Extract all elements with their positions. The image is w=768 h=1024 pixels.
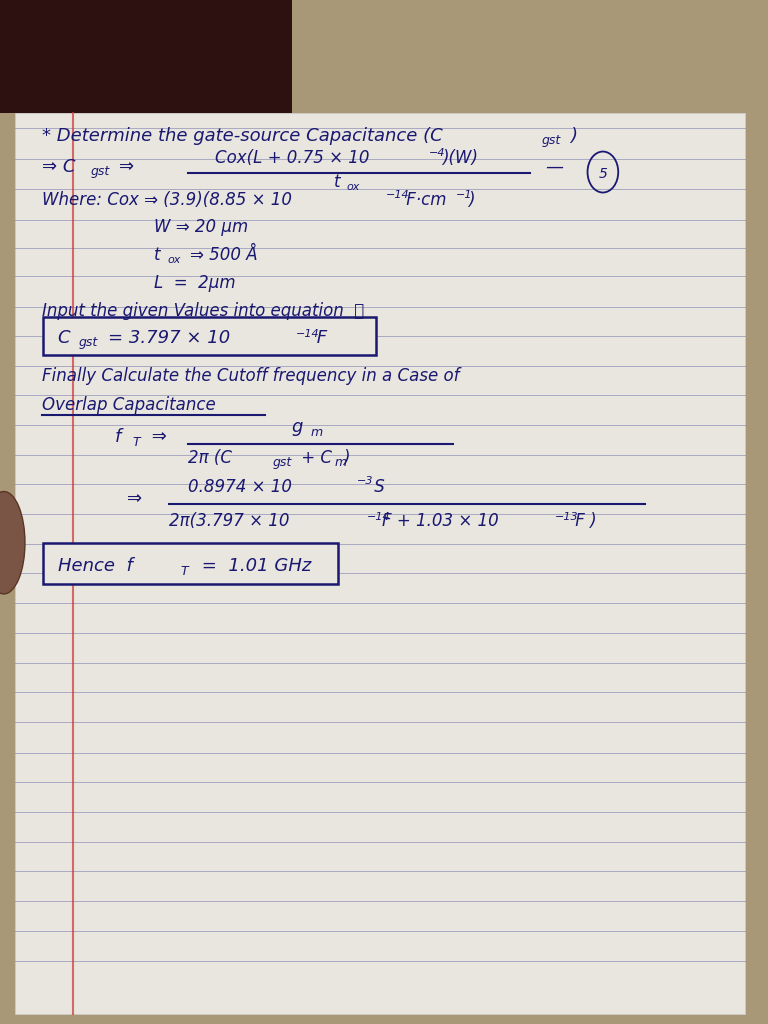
- Text: 0.8974 × 10: 0.8974 × 10: [188, 477, 292, 496]
- Text: −1: −1: [456, 189, 472, 200]
- FancyBboxPatch shape: [43, 543, 338, 584]
- Bar: [15, 113, 745, 1014]
- Text: Where: Cox ⇒ (3.9)(8.85 × 10: Where: Cox ⇒ (3.9)(8.85 × 10: [42, 190, 293, 209]
- Text: ⇒ 500 Å: ⇒ 500 Å: [190, 246, 258, 264]
- Text: F ): F ): [570, 512, 597, 530]
- Text: −14: −14: [386, 189, 409, 200]
- FancyBboxPatch shape: [43, 317, 376, 355]
- Text: −3: −3: [357, 476, 373, 486]
- Text: 5: 5: [598, 167, 607, 181]
- Text: m: m: [310, 426, 323, 439]
- Text: −14: −14: [296, 329, 319, 339]
- Text: T: T: [180, 565, 188, 579]
- Bar: [0, 0, 292, 113]
- Text: ⇒: ⇒: [119, 158, 134, 176]
- Text: S: S: [369, 477, 385, 496]
- Text: W ⇒ 20 μm: W ⇒ 20 μm: [154, 218, 248, 237]
- Text: m: m: [334, 456, 346, 469]
- Text: ⇒ C: ⇒ C: [42, 158, 76, 176]
- Text: F: F: [311, 329, 327, 347]
- Text: gst: gst: [78, 336, 98, 349]
- Text: Cox(L + 0.75 × 10: Cox(L + 0.75 × 10: [215, 148, 369, 167]
- Text: T: T: [132, 436, 140, 450]
- Text: Finally Calculate the Cutoff frequency in a Case of: Finally Calculate the Cutoff frequency i…: [42, 367, 460, 385]
- Text: C: C: [58, 329, 70, 347]
- Text: ox: ox: [167, 255, 180, 265]
- Text: F + 1.03 × 10: F + 1.03 × 10: [382, 512, 499, 530]
- Bar: [0, 1004, 768, 1024]
- Text: −13: −13: [554, 512, 578, 522]
- Text: —: —: [545, 158, 563, 176]
- Text: ox: ox: [346, 182, 359, 193]
- Text: L  =  2μm: L = 2μm: [154, 273, 235, 292]
- Text: gst: gst: [541, 134, 561, 147]
- Text: ): ): [343, 449, 349, 467]
- Text: 2π (C: 2π (C: [188, 449, 232, 467]
- Text: * Determine the gate-source Capacitance (C: * Determine the gate-source Capacitance …: [42, 127, 443, 145]
- Ellipse shape: [0, 492, 25, 594]
- Text: Input the given Values into equation  ⓔ: Input the given Values into equation ⓔ: [42, 302, 365, 321]
- Text: Overlap Capacitance: Overlap Capacitance: [42, 395, 216, 414]
- Text: ): ): [570, 127, 577, 145]
- Text: −14: −14: [367, 512, 391, 522]
- Text: g: g: [292, 418, 303, 436]
- Text: 2π(3.797 × 10: 2π(3.797 × 10: [169, 512, 290, 530]
- Text: + C: + C: [296, 449, 332, 467]
- Text: )(W): )(W): [442, 148, 478, 167]
- Text: Hence  f: Hence f: [58, 557, 132, 575]
- Bar: [292, 0, 768, 113]
- Text: ): ): [468, 190, 475, 209]
- Text: t: t: [334, 173, 340, 191]
- Text: −4: −4: [429, 147, 445, 158]
- Text: t: t: [154, 246, 160, 264]
- Text: f: f: [115, 428, 121, 446]
- Text: =  1.01 GHz: = 1.01 GHz: [196, 557, 311, 575]
- Text: gst: gst: [91, 165, 110, 178]
- Text: = 3.797 × 10: = 3.797 × 10: [108, 329, 230, 347]
- Text: ⇒: ⇒: [146, 428, 167, 446]
- Text: gst: gst: [273, 456, 292, 469]
- Text: ⇒: ⇒: [127, 489, 142, 508]
- Text: F·cm: F·cm: [401, 190, 446, 209]
